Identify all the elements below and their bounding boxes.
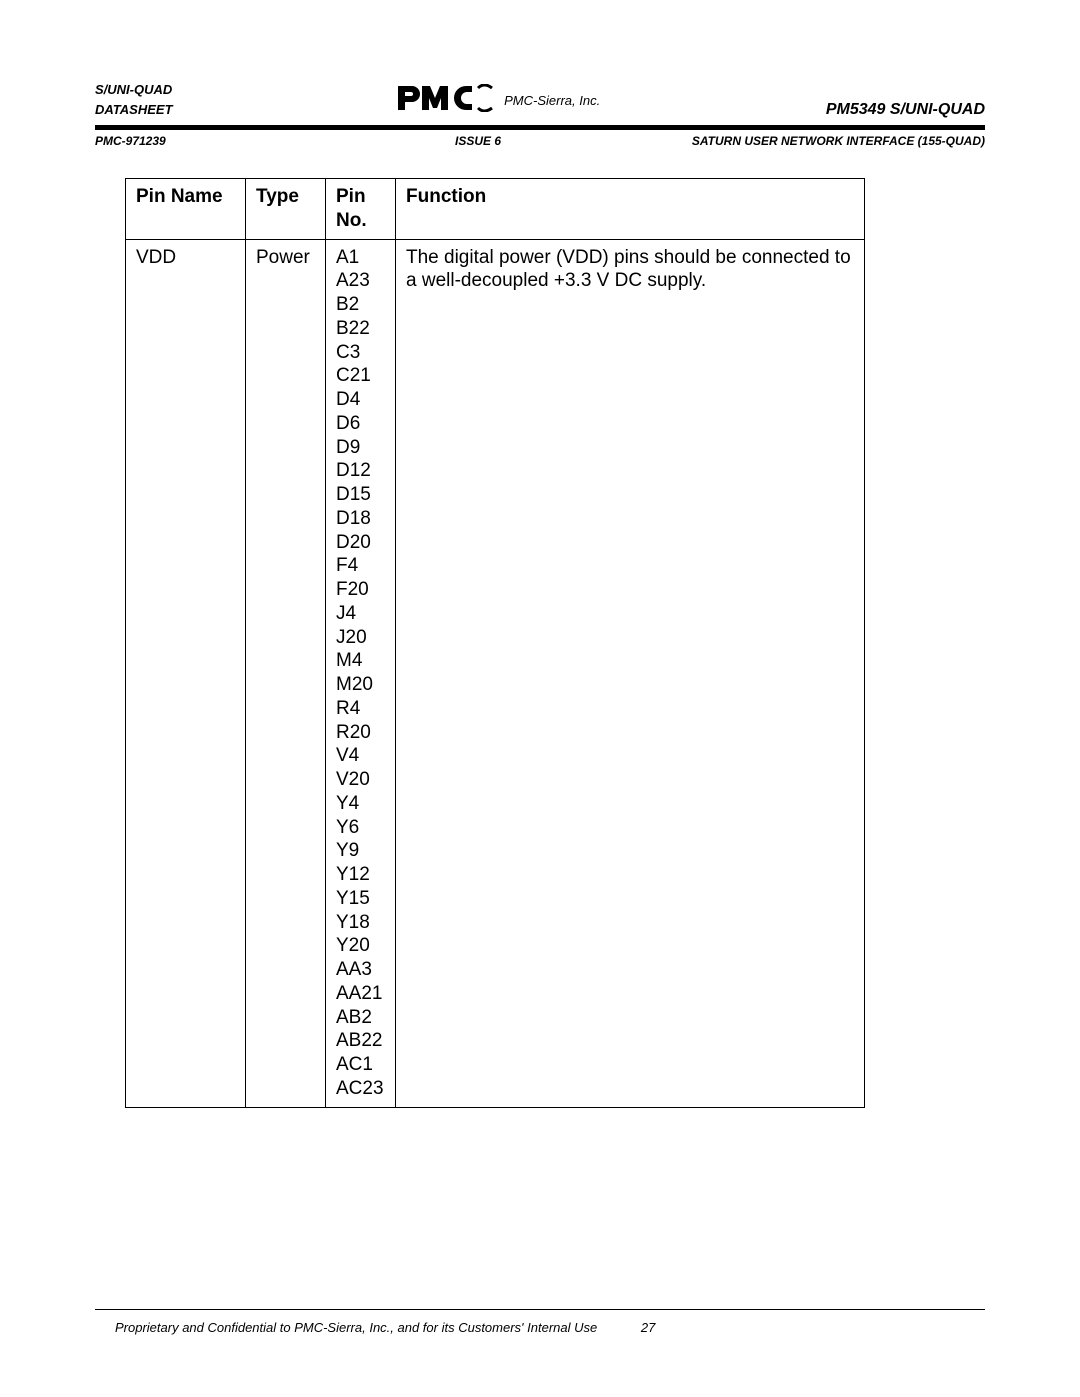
pin-number: D20 xyxy=(336,531,385,555)
table-row: VDD Power A1A23B2B22C3C21D4D6D9D12D15D18… xyxy=(126,239,865,1107)
pin-number: F4 xyxy=(336,554,385,578)
pin-number: Y6 xyxy=(336,816,385,840)
pin-number: F20 xyxy=(336,578,385,602)
datasheet-page: S/UNI-QUAD DATASHEET PMC-Sierra, Inc. PM… xyxy=(0,0,1080,1397)
header-partnum: PM5349 S/UNI-QUAD xyxy=(826,101,985,119)
footer: Proprietary and Confidential to PMC-Sier… xyxy=(95,1309,985,1335)
pin-number: M4 xyxy=(336,649,385,673)
header-row: S/UNI-QUAD DATASHEET PMC-Sierra, Inc. PM… xyxy=(95,80,985,119)
issue-number: ISSUE 6 xyxy=(305,134,692,148)
subheader-row: PMC-971239 ISSUE 6 SATURN USER NETWORK I… xyxy=(95,134,985,148)
pin-number: Y18 xyxy=(336,911,385,935)
pin-number: AC23 xyxy=(336,1077,385,1101)
page-number: 27 xyxy=(641,1320,655,1335)
table-header-row: Pin Name Type Pin No. Function xyxy=(126,179,865,240)
col-header-type: Type xyxy=(246,179,326,240)
pin-number: AB22 xyxy=(336,1029,385,1053)
col-header-function: Function xyxy=(396,179,865,240)
pin-number: Y12 xyxy=(336,863,385,887)
cell-pinno: A1A23B2B22C3C21D4D6D9D12D15D18D20F4F20J4… xyxy=(326,239,396,1107)
pmc-logo-icon xyxy=(398,84,498,117)
cell-type: Power xyxy=(246,239,326,1107)
pin-number: Y4 xyxy=(336,792,385,816)
pin-number: C21 xyxy=(336,364,385,388)
header-product: S/UNI-QUAD xyxy=(95,80,173,100)
header-left: S/UNI-QUAD DATASHEET xyxy=(95,80,173,119)
pin-number: D18 xyxy=(336,507,385,531)
footer-confidential: Proprietary and Confidential to PMC-Sier… xyxy=(115,1320,597,1335)
pin-number: AB2 xyxy=(336,1006,385,1030)
header-doctype: DATASHEET xyxy=(95,100,173,120)
pin-number: V4 xyxy=(336,744,385,768)
pin-number: D12 xyxy=(336,459,385,483)
cell-function: The digital power (VDD) pins should be c… xyxy=(396,239,865,1107)
header-rule xyxy=(95,125,985,130)
pin-number: AA21 xyxy=(336,982,385,1006)
col-header-pinname: Pin Name xyxy=(126,179,246,240)
pin-number: AA3 xyxy=(336,958,385,982)
pin-number: R4 xyxy=(336,697,385,721)
pin-number: R20 xyxy=(336,721,385,745)
pin-number: D9 xyxy=(336,436,385,460)
pin-number: M20 xyxy=(336,673,385,697)
pin-number: B22 xyxy=(336,317,385,341)
pin-number: Y20 xyxy=(336,934,385,958)
footer-text-line: Proprietary and Confidential to PMC-Sier… xyxy=(95,1320,985,1335)
pin-number-list: A1A23B2B22C3C21D4D6D9D12D15D18D20F4F20J4… xyxy=(336,246,385,1101)
doc-number: PMC-971239 xyxy=(95,134,305,148)
pin-table: Pin Name Type Pin No. Function VDD Power… xyxy=(125,178,865,1108)
header-center: PMC-Sierra, Inc. xyxy=(173,84,826,117)
pin-number: A1 xyxy=(336,246,385,270)
doc-title: SATURN USER NETWORK INTERFACE (155-QUAD) xyxy=(692,134,985,148)
cell-pinname: VDD xyxy=(126,239,246,1107)
pin-number: A23 xyxy=(336,269,385,293)
company-name: PMC-Sierra, Inc. xyxy=(504,93,600,108)
pin-number: AC1 xyxy=(336,1053,385,1077)
table-body: VDD Power A1A23B2B22C3C21D4D6D9D12D15D18… xyxy=(126,239,865,1107)
pin-number: D4 xyxy=(336,388,385,412)
footer-rule xyxy=(95,1309,985,1310)
col-header-pinno: Pin No. xyxy=(326,179,396,240)
pin-number: J20 xyxy=(336,626,385,650)
pin-number: C3 xyxy=(336,341,385,365)
pin-number: D6 xyxy=(336,412,385,436)
pin-number: V20 xyxy=(336,768,385,792)
pin-number: Y9 xyxy=(336,839,385,863)
pin-number: D15 xyxy=(336,483,385,507)
pin-number: B2 xyxy=(336,293,385,317)
pin-number: J4 xyxy=(336,602,385,626)
pin-number: Y15 xyxy=(336,887,385,911)
